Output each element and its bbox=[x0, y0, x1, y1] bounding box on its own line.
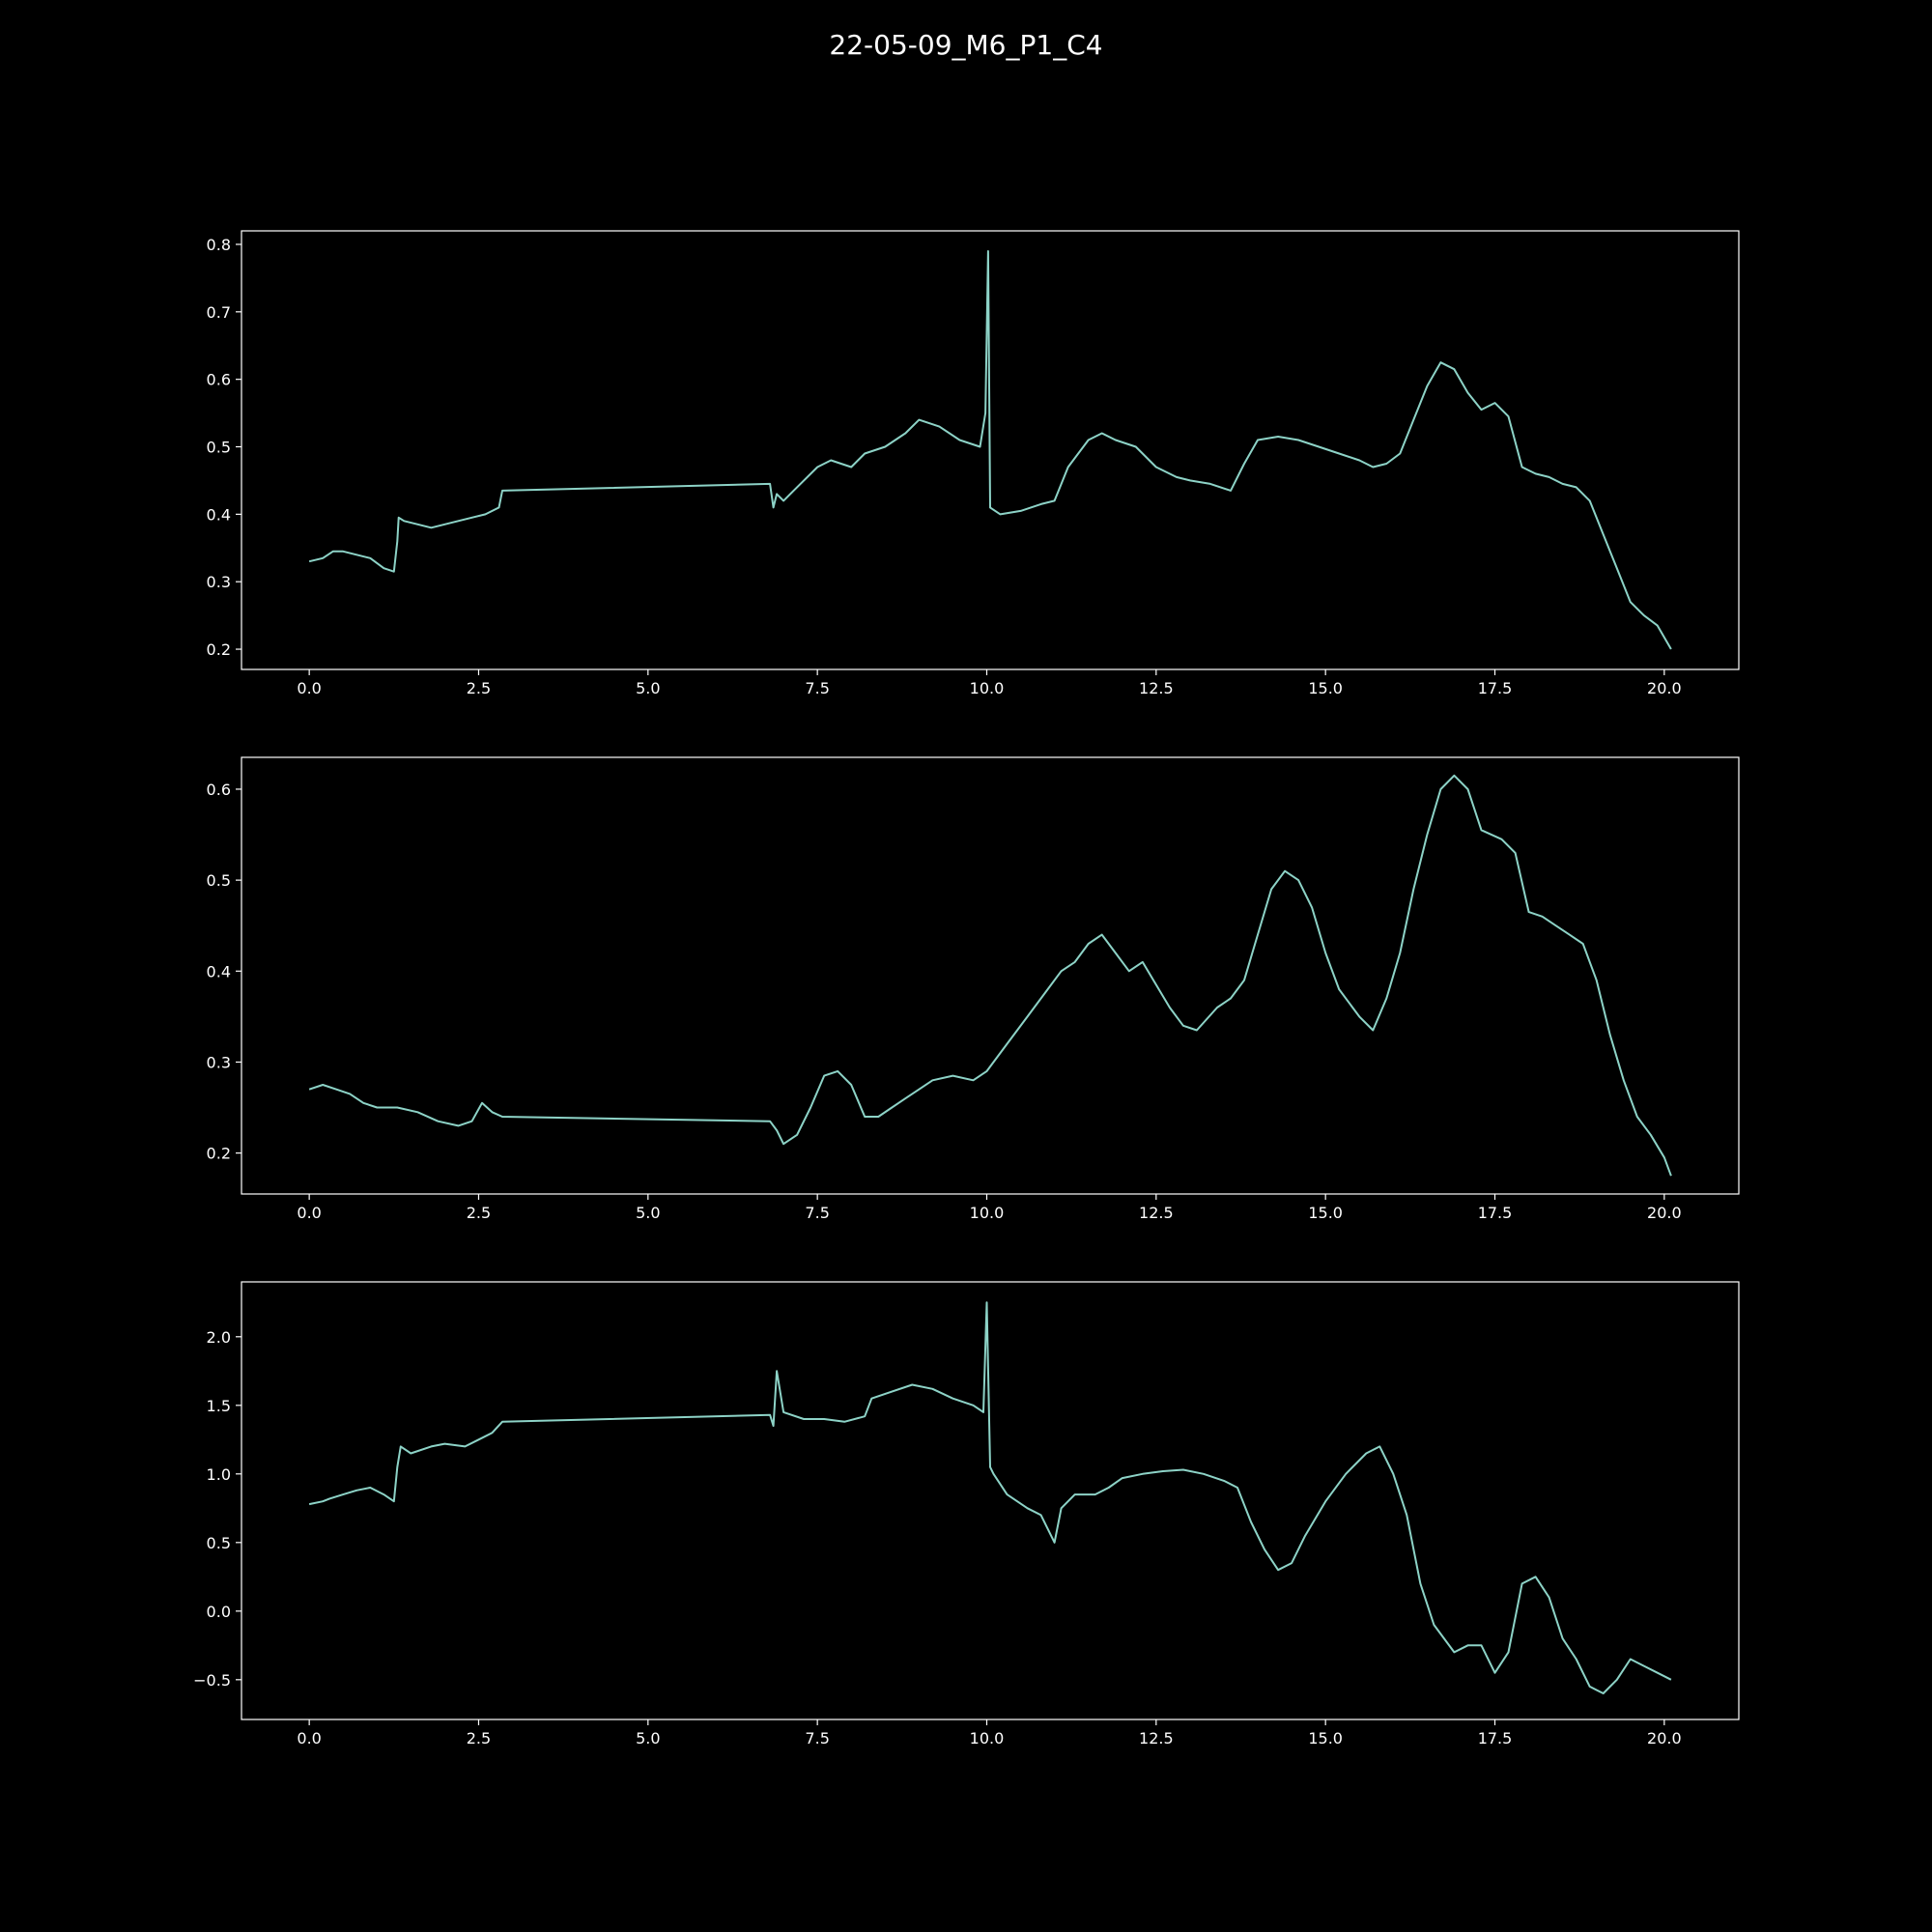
y-tick-label: 0.6 bbox=[207, 371, 231, 389]
subplot-2: 0.0 2.5 5.0 7.5 10.0 12.5 15.0 17.5 20.0 0.2 0.3 0.… bbox=[207, 756, 1740, 1222]
x-tick-label: 15.0 bbox=[1308, 1729, 1343, 1747]
x-tick-label: 5.0 bbox=[636, 1204, 660, 1222]
y-tick-label: 0.4 bbox=[207, 505, 231, 524]
y-tick-label: 0.7 bbox=[207, 303, 231, 322]
plot-area-frame bbox=[241, 230, 1740, 670]
plot-area-frame bbox=[241, 1281, 1740, 1720]
plot-area-frame bbox=[241, 756, 1740, 1195]
y-tick-label: 1.5 bbox=[207, 1397, 231, 1415]
series-line bbox=[308, 250, 1672, 650]
x-tick-label: 10.0 bbox=[970, 1204, 1005, 1222]
y-tick-label: 0.2 bbox=[207, 1145, 231, 1163]
x-tick-label: 20.0 bbox=[1647, 679, 1682, 697]
x-tick-label: 0.0 bbox=[297, 1204, 321, 1222]
x-tick-label: 2.5 bbox=[467, 1204, 491, 1222]
x-tick-label: 2.5 bbox=[467, 679, 491, 697]
x-tick-label: 10.0 bbox=[970, 1729, 1005, 1747]
x-tick-label: 0.0 bbox=[297, 1729, 321, 1747]
subplot-1: 0.0 2.5 5.0 7.5 10.0 12.5 15.0 17.5 20.0 0.2 0.3 0.… bbox=[207, 230, 1740, 697]
x-tick-label: 17.5 bbox=[1478, 1204, 1513, 1222]
x-tick-label: 7.5 bbox=[805, 1729, 829, 1747]
x-tick-label: 10.0 bbox=[970, 679, 1005, 697]
y-tick-label: 0.0 bbox=[207, 1603, 231, 1621]
y-tick-label: 0.3 bbox=[207, 573, 231, 591]
y-tick-label: 0.5 bbox=[207, 439, 231, 457]
x-tick-label: 12.5 bbox=[1139, 1204, 1174, 1222]
y-tick-label: 0.2 bbox=[207, 640, 231, 659]
figure-title: 22-05-09_M6_P1_C4 bbox=[829, 29, 1103, 61]
y-tick-label: 0.4 bbox=[207, 962, 231, 980]
y-tick-label: −0.5 bbox=[193, 1671, 231, 1690]
x-tick-label: 12.5 bbox=[1139, 679, 1174, 697]
x-tick-label: 20.0 bbox=[1647, 1729, 1682, 1747]
y-tick-label: 2.0 bbox=[207, 1328, 231, 1347]
subplot-3: 0.0 2.5 5.0 7.5 10.0 12.5 15.0 17.5 20.0 −0.5 0.0 0… bbox=[193, 1281, 1740, 1747]
x-tick-label: 17.5 bbox=[1478, 679, 1513, 697]
y-tick-label: 0.8 bbox=[207, 236, 231, 254]
x-tick-label: 20.0 bbox=[1647, 1204, 1682, 1222]
x-tick-label: 7.5 bbox=[805, 679, 829, 697]
x-tick-label: 15.0 bbox=[1308, 1204, 1343, 1222]
x-tick-label: 5.0 bbox=[636, 679, 660, 697]
series-line bbox=[308, 774, 1672, 1177]
x-tick-label: 0.0 bbox=[297, 679, 321, 697]
y-tick-label: 0.5 bbox=[207, 1534, 231, 1552]
x-tick-label: 17.5 bbox=[1478, 1729, 1513, 1747]
x-tick-label: 7.5 bbox=[805, 1204, 829, 1222]
y-tick-label: 1.0 bbox=[207, 1465, 231, 1484]
series-line bbox=[308, 1301, 1672, 1694]
y-tick-label: 0.3 bbox=[207, 1053, 231, 1071]
y-tick-label: 0.6 bbox=[207, 781, 231, 799]
y-tick-label: 0.5 bbox=[207, 871, 231, 890]
x-tick-label: 2.5 bbox=[467, 1729, 491, 1747]
x-tick-label: 12.5 bbox=[1139, 1729, 1174, 1747]
x-tick-label: 15.0 bbox=[1308, 679, 1343, 697]
x-tick-label: 5.0 bbox=[636, 1729, 660, 1747]
